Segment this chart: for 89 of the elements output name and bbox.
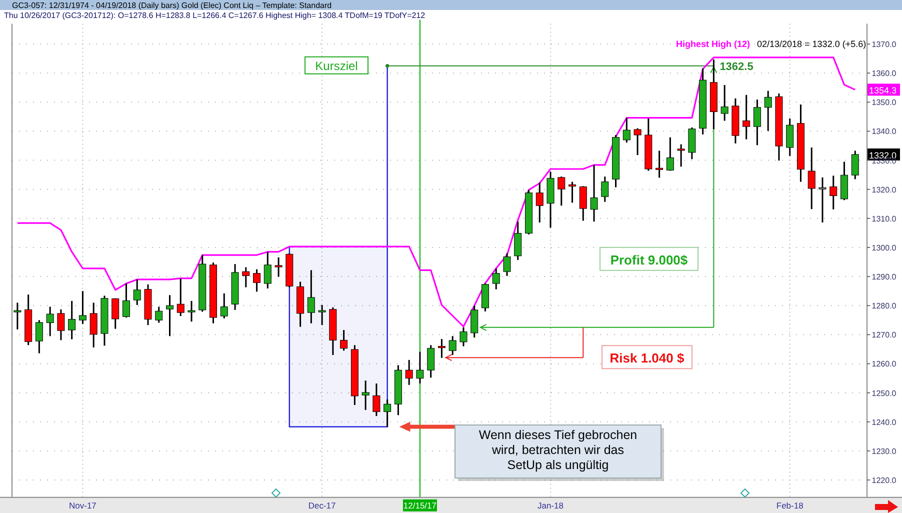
annotation: Risk 1.040 $ [610,350,685,366]
y-tick-label: 1290.0 [872,272,897,282]
candlestick [503,252,511,277]
candlestick [362,380,370,411]
candlestick [622,117,630,144]
x-tick-label: 12/15/17 [403,500,437,510]
candlestick [57,308,65,341]
candlestick [753,98,761,146]
candlestick [558,176,566,206]
candlestick [112,298,120,330]
candlestick [840,160,848,201]
candlestick [666,136,674,172]
candlestick [166,294,174,337]
candlestick [851,150,859,180]
y-tick-label: 1230.0 [872,446,897,456]
candlestick [318,304,326,326]
candlestick [416,351,424,384]
candlestick [764,90,772,132]
candlestick [242,266,250,288]
candlestick [514,220,522,261]
y-tick-label: 1310.0 [872,214,897,224]
candlestick [220,292,228,320]
candlestick [656,150,664,178]
candlestick [601,176,609,203]
y-tick-label: 1370.0 [872,40,897,50]
y-tick-label: 1250.0 [872,388,897,398]
chart-title: GC3-057: 12/31/1974 - 04/19/2018 (Daily bars) Gold (Elec) Cont Liq – Template: Standard [12,1,332,10]
y-tick-label: 1220.0 [872,476,897,485]
candlestick [188,300,196,322]
y-tick-label: 1260.0 [872,360,897,369]
candlestick [405,359,413,386]
candlestick [384,398,392,428]
series-label: Highest High (12) [676,39,750,49]
y-tick-label: 1340.0 [872,127,897,136]
x-tick-label: Jan-18 [538,500,564,510]
candlestick [470,304,478,338]
x-tick-label: Dec-17 [308,500,336,510]
candlestick [122,282,130,318]
candlestick [808,146,816,210]
line-series [16,56,856,328]
x-tick-label: Feb-18 [776,500,804,510]
y-tick-label: 1350.0 [872,98,897,108]
candlestick [438,338,446,359]
candlestick [68,300,76,340]
annotation: Kursziel [315,58,358,73]
annotation: 02/13/2018 = 1332.0 (+5.6) [757,39,866,49]
annotation: Wenn dieses Tief gebrochen wird, betrachten wir das SetUp als ungültig [478,428,638,472]
candlestick [307,269,315,324]
candlestick [677,144,685,168]
candlestick [492,268,500,290]
candlestick [634,128,642,156]
candlestick [590,164,598,222]
candlestick [155,306,163,324]
candlestick [78,290,86,325]
candlestick [46,306,54,337]
candlestick [176,278,184,317]
candlestick [460,326,468,348]
candlestick [830,174,838,210]
candlestick [536,182,544,224]
y-tick-label: 1320.0 [872,185,897,194]
candlestick [448,335,456,356]
candlestick [264,251,272,290]
candlestick [742,94,750,140]
y-tick-label: 1270.0 [872,330,897,340]
candlestick [786,118,794,157]
y-tick-label: 1300.0 [872,243,897,252]
y-tick-label: 1240.0 [872,418,897,427]
x-tick-label: Nov-17 [69,500,97,510]
candlestick [481,282,489,312]
candlestick [688,126,696,160]
candlestick [579,185,587,222]
chart-subtitle: Thu 10/26/2017 (GC3-201712): O=1278.6 H=1283.8 L=1266.4 C=1267.6 Highest High= 1308.4 TDofM=19 TDofY=212 [4,11,426,20]
candlestick [274,256,282,278]
candlestick [372,382,380,417]
candlestick [340,329,348,352]
candlestick [35,319,43,354]
candlestick [253,268,261,292]
candlestick [568,181,576,204]
candlestick [90,302,98,348]
candlestick [818,176,826,224]
y-tick-label: 1280.0 [872,302,897,311]
y-tick-label: 1360.0 [872,69,897,78]
ref-line-label: 1362.5 [720,60,754,73]
candlestick [427,344,435,378]
annotation: Profit 9.000$ [610,252,688,268]
candlestick [133,278,141,306]
candlestick [14,302,22,330]
text: 1354.3 [869,86,897,96]
candlestick [720,84,728,122]
